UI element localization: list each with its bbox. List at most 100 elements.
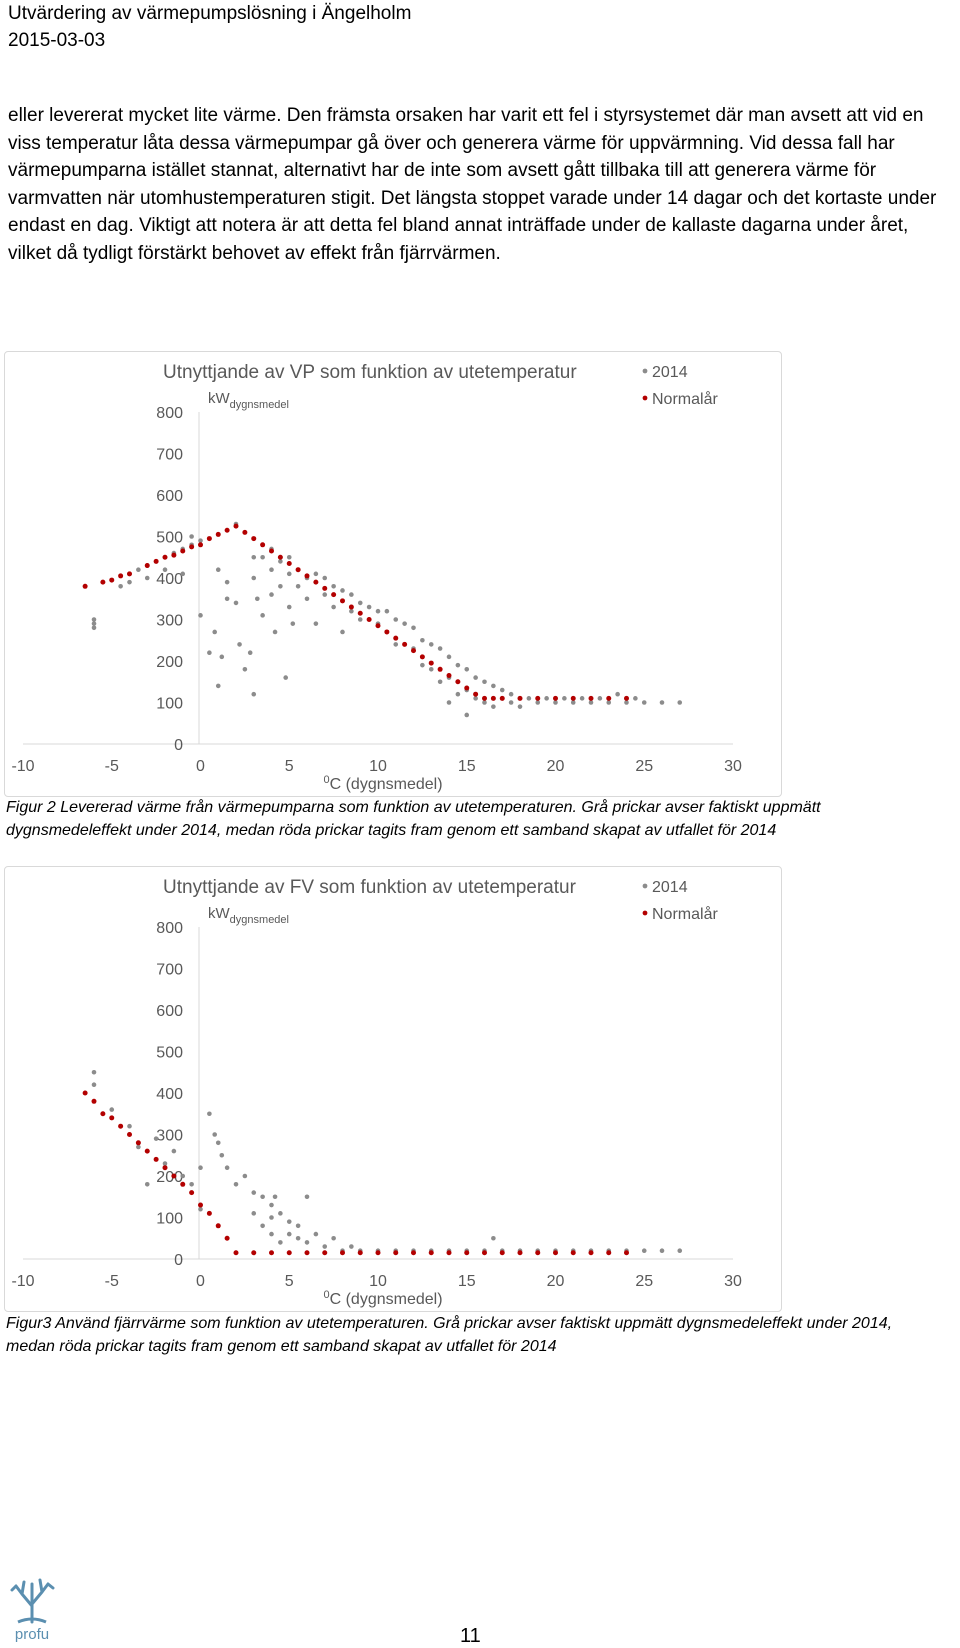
data-point-normalar (144, 1148, 150, 1154)
legend-normalar-marker (642, 395, 648, 401)
data-point-2014 (313, 571, 319, 577)
data-point-normalar (402, 641, 408, 647)
data-point-2014 (260, 613, 265, 618)
data-point-2014 (455, 662, 461, 668)
data-point-normalar (455, 679, 461, 685)
data-point-normalar (269, 548, 274, 554)
data-point-2014 (411, 625, 416, 631)
data-point-2014 (473, 696, 478, 701)
data-point-normalar (206, 1210, 212, 1216)
data-point-2014 (251, 1211, 257, 1216)
data-point-normalar (118, 1123, 124, 1129)
data-point-2014 (233, 1182, 239, 1187)
data-point-2014 (633, 696, 638, 701)
y-tick-label: 0 (174, 737, 183, 754)
data-point-2014 (428, 642, 434, 647)
data-point-normalar (286, 560, 292, 566)
data-point-2014 (180, 1173, 186, 1179)
chart-fv-title: Utnyttjande av FV som funktion av utetem… (163, 877, 577, 898)
x-tick-label: 15 (458, 1273, 476, 1290)
data-point-normalar (224, 527, 230, 533)
chart-fv-x-ticks: -10 -5 0 5 10 15 20 25 30 (11, 1273, 742, 1290)
data-point-normalar (384, 629, 390, 635)
data-point-2014 (340, 629, 345, 635)
data-point-2014 (215, 567, 221, 572)
data-point-2014 (615, 691, 620, 697)
data-point-normalar (295, 567, 301, 573)
y-tick-label: 800 (156, 405, 183, 422)
legend-2014-label: 2014 (652, 364, 688, 381)
data-point-normalar (588, 1250, 594, 1256)
y-tick-label: 300 (156, 1128, 183, 1145)
data-point-2014 (562, 696, 567, 701)
data-point-2014 (393, 642, 399, 647)
data-point-2014 (286, 604, 292, 610)
data-point-2014 (473, 675, 478, 680)
data-point-normalar (570, 695, 576, 701)
data-point-normalar (588, 695, 594, 701)
data-point-normalar (464, 685, 470, 691)
data-point-2014 (180, 571, 186, 577)
data-point-normalar (82, 583, 88, 589)
data-point-normalar (162, 1165, 168, 1171)
x-tick-label: -5 (105, 1273, 119, 1290)
data-point-normalar (118, 573, 124, 579)
data-point-2014 (428, 667, 434, 672)
data-point-normalar (153, 558, 159, 564)
data-point-2014 (597, 696, 603, 701)
chart-fv-svg: Utnyttjande av FV som funktion av utetem… (11, 877, 742, 1308)
chart-vp-ylabel: kWdygnsmedel (208, 390, 289, 411)
chart-vp-y-ticks: 0 100 200 300 400 500 600 700 800 (156, 405, 183, 754)
data-point-2014 (189, 1182, 194, 1187)
data-point-2014 (677, 1248, 683, 1253)
data-point-2014 (144, 575, 150, 581)
data-point-2014 (446, 700, 452, 705)
data-point-2014 (233, 600, 239, 606)
data-point-normalar (286, 1250, 292, 1256)
data-point-2014 (659, 700, 665, 705)
data-point-normalar (91, 1098, 97, 1104)
data-point-normalar (348, 604, 354, 610)
data-point-2014 (420, 637, 425, 643)
data-point-2014 (295, 1223, 301, 1229)
document-date: 2015-03-03 (8, 30, 106, 51)
data-point-2014 (260, 1223, 265, 1229)
data-point-2014 (219, 1152, 225, 1158)
data-point-2014 (331, 1235, 336, 1241)
data-point-2014 (91, 617, 97, 622)
data-point-2014 (237, 642, 242, 647)
data-point-normalar (553, 695, 558, 701)
document-title: Utvärdering av värmepumpslösning i Ängel… (8, 3, 412, 24)
data-point-2014 (535, 700, 541, 705)
legend-2014-marker (642, 368, 648, 374)
data-point-2014 (384, 608, 390, 614)
data-point-normalar (419, 654, 425, 660)
data-point-2014 (322, 592, 328, 597)
data-point-2014 (357, 600, 363, 606)
data-point-normalar (428, 1250, 434, 1256)
data-point-normalar (153, 1156, 159, 1162)
data-point-normalar (366, 617, 372, 622)
data-point-2014 (272, 1194, 278, 1200)
data-point-normalar (180, 1181, 186, 1187)
page-number: 11 (460, 1625, 481, 1647)
legend-normalar-label: Normalår (652, 390, 718, 408)
data-point-2014 (251, 554, 257, 560)
x-tick-label: -5 (105, 758, 119, 775)
data-point-2014 (198, 1206, 203, 1212)
logo-text: profu (15, 1626, 49, 1642)
x-tick-label: 30 (724, 758, 742, 775)
data-point-2014 (544, 696, 549, 701)
data-point-2014 (641, 1248, 647, 1253)
data-point-2014 (224, 596, 230, 602)
data-point-2014 (212, 629, 217, 635)
data-point-2014 (491, 683, 496, 689)
data-point-2014 (255, 596, 260, 602)
data-point-2014 (491, 1235, 496, 1241)
data-point-2014 (375, 608, 381, 614)
y-tick-label: 400 (156, 1086, 183, 1103)
chart-vp-title: Utnyttjande av VP som funktion av utetem… (163, 362, 577, 383)
data-point-normalar (393, 635, 399, 641)
data-point-2014 (224, 1165, 230, 1170)
data-point-2014 (437, 679, 443, 685)
